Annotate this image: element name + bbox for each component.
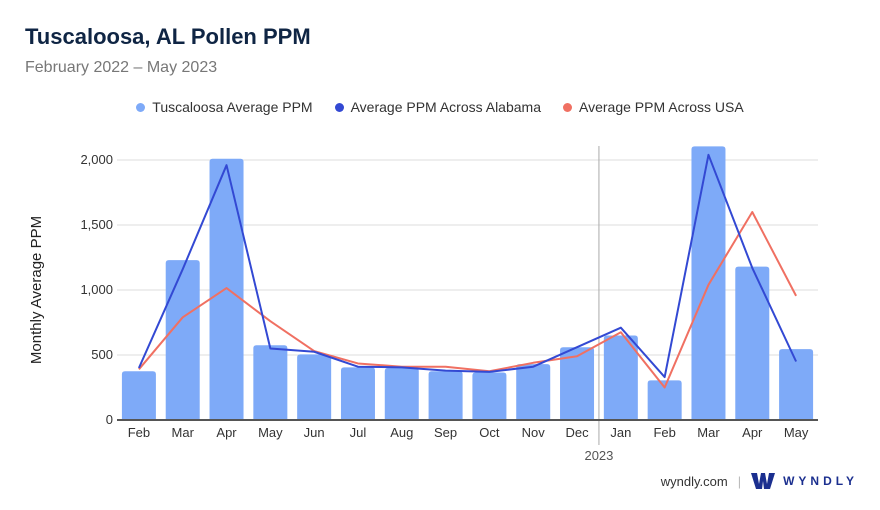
- x-tick-label: Oct: [479, 425, 500, 440]
- bar: [779, 349, 814, 420]
- legend-label: Average PPM Across Alabama: [350, 99, 541, 115]
- legend-dot-icon: [563, 102, 572, 112]
- legend-item-alabama[interactable]: Average PPM Across Alabama: [334, 99, 541, 115]
- bar: [647, 380, 682, 420]
- y-tick-label: 1,500: [80, 217, 113, 232]
- bar: [603, 335, 638, 420]
- x-tick-label: Dec: [565, 425, 589, 440]
- x-tick-label: Apr: [216, 425, 237, 440]
- year-label: 2023: [584, 448, 613, 463]
- bar: [253, 345, 288, 420]
- divider: |: [737, 473, 742, 489]
- chart-title: Tuscaloosa, AL Pollen PPM: [25, 24, 311, 49]
- footer: wyndly.com | WYNDLY: [661, 472, 858, 490]
- chart-subtitle: February 2022 – May 2023: [25, 59, 218, 76]
- x-tick-label: Aug: [390, 425, 413, 440]
- bar: [516, 364, 551, 420]
- bar: [340, 367, 375, 420]
- legend: Tuscaloosa Average PPM Average PPM Acros…: [0, 99, 880, 115]
- bar: [165, 260, 200, 420]
- bar: [428, 371, 463, 420]
- brand-logo: WYNDLY: [751, 472, 858, 490]
- legend-label: Tuscaloosa Average PPM: [152, 99, 313, 115]
- legend-dot-icon: [334, 102, 344, 112]
- bar: [209, 158, 244, 420]
- x-tick-label: Jul: [350, 425, 367, 440]
- bar: [121, 371, 156, 420]
- y-axis-label: Monthly Average PPM: [28, 216, 45, 364]
- x-tick-label: Mar: [697, 425, 720, 440]
- x-tick-label: Nov: [522, 425, 546, 440]
- x-tick-label: Feb: [653, 425, 675, 440]
- bar: [560, 347, 595, 420]
- x-tick-label: May: [784, 425, 809, 440]
- wyndly-logo-icon: [751, 473, 776, 489]
- x-tick-label: Jan: [610, 425, 631, 440]
- legend-item-tuscaloosa[interactable]: Tuscaloosa Average PPM: [136, 99, 313, 115]
- legend-label: Average PPM Across USA: [579, 99, 744, 115]
- bar: [735, 266, 770, 420]
- y-tick-label: 2,000: [80, 152, 113, 167]
- legend-item-usa[interactable]: Average PPM Across USA: [563, 99, 744, 115]
- alabama-line: [137, 153, 797, 379]
- bar: [472, 372, 507, 420]
- x-tick-label: Mar: [172, 425, 195, 440]
- site-link[interactable]: wyndly.com: [660, 473, 728, 489]
- legend-dot-icon: [136, 102, 146, 112]
- bar: [384, 368, 419, 420]
- y-tick-label: 1,000: [80, 282, 113, 297]
- x-tick-label: Apr: [742, 425, 763, 440]
- x-tick-label: May: [258, 425, 283, 440]
- bar: [297, 354, 332, 420]
- usa-line: [138, 211, 797, 389]
- y-tick-label: 0: [106, 412, 113, 427]
- y-tick-label: 500: [91, 347, 113, 362]
- x-tick-label: Sep: [434, 425, 457, 440]
- brand-name: WYNDLY: [783, 474, 858, 488]
- x-tick-label: Feb: [128, 425, 150, 440]
- x-tick-label: Jun: [304, 425, 325, 440]
